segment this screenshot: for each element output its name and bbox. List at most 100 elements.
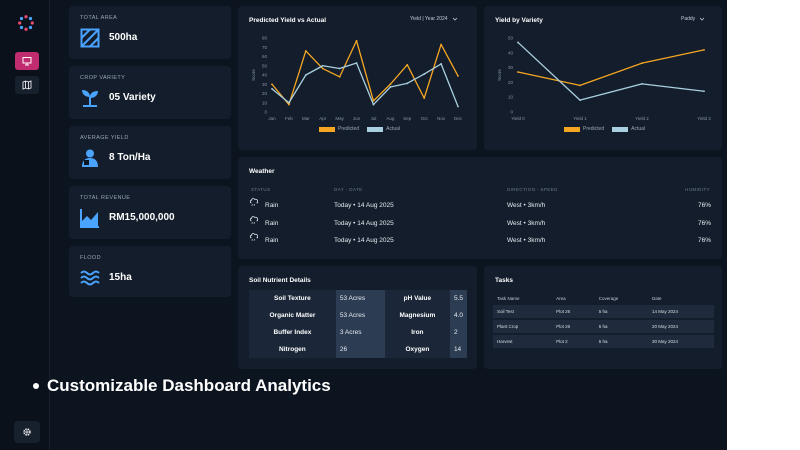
soil-row: Nitrogen 26 Oxygen 14 xyxy=(249,341,467,358)
nutrient-value: 26 xyxy=(335,341,385,358)
predicted-yield-card: Predicted Yield vs Actual Yield | Year 2… xyxy=(238,6,477,150)
y-tick-label: 10 xyxy=(262,100,268,105)
x-tick-label: Nov xyxy=(437,116,446,121)
chevron-down-icon xyxy=(699,17,705,21)
data-point xyxy=(321,64,324,67)
task-area: Plot 26 xyxy=(552,305,595,318)
map-icon xyxy=(22,80,32,90)
y-tick-label: 60 xyxy=(262,54,268,59)
weather-date: Today • 14 Aug 2025 xyxy=(334,237,394,244)
x-tick-label: Jun xyxy=(353,116,361,121)
tasks-table: Task Name Area Coverage Date Soil Test P… xyxy=(493,292,714,350)
y-tick-label: 10 xyxy=(508,95,514,100)
year-dropdown[interactable]: Yield | Year 2024 xyxy=(410,16,458,22)
legend-predicted: Predicted xyxy=(319,126,359,132)
y-tick-label: 20 xyxy=(262,91,268,96)
nutrient-label: Magnesium xyxy=(384,307,450,324)
series-line-actual xyxy=(517,41,705,101)
soil-row: Organic Matter 53 Acres Magnesium 4.0 xyxy=(249,307,467,324)
y-tick-label: 20 xyxy=(508,80,514,85)
soil-nutrient-card: Soil Nutrient Details Soil Texture 53 Ac… xyxy=(238,266,477,369)
tasks-header-row: Task Name Area Coverage Date xyxy=(493,294,714,303)
predicted-yield-chart: 0 10 20 30 40 50 60 70 80 Score Jan Feb Mar Apr May Jun… xyxy=(251,36,463,122)
task-date: 30 May 2024 xyxy=(648,335,714,348)
caption-bullet: Customizable Dashboard Analytics xyxy=(33,376,331,396)
data-point xyxy=(517,41,519,44)
bullet-dot xyxy=(33,383,39,389)
series-line-predicted xyxy=(517,49,705,87)
weather-status: Rain xyxy=(265,237,279,244)
data-point xyxy=(406,82,409,85)
nutrient-label: Soil Texture xyxy=(249,290,336,307)
gear-icon xyxy=(23,428,31,436)
x-tick-label: Oct xyxy=(421,116,429,121)
series-line-predicted xyxy=(271,40,459,106)
nav-map[interactable] xyxy=(15,76,39,94)
stat-label: CROP VARIETY xyxy=(80,75,126,81)
stat-card-total-revenue: TOTAL REVENUE RM15,000,000 xyxy=(69,186,231,239)
weather-status: Rain xyxy=(265,220,279,227)
data-point xyxy=(304,74,307,76)
x-tick-label: May xyxy=(335,116,344,121)
rain-cloud-icon xyxy=(249,216,259,224)
data-point xyxy=(271,87,273,90)
task-row[interactable]: Plant Crop Plot 26 5 ha 20 May 2024 xyxy=(493,320,714,333)
weather-date: Today • 14 Aug 2025 xyxy=(334,220,394,227)
data-point xyxy=(271,83,273,86)
legend-swatch xyxy=(612,126,629,132)
weather-direction: West • 3km/h xyxy=(507,202,546,209)
header-area: Area xyxy=(556,296,566,301)
header-status: STATUS xyxy=(251,187,271,192)
data-point xyxy=(372,100,375,102)
y-axis-label: Score xyxy=(497,69,502,81)
data-point xyxy=(338,67,341,70)
data-point xyxy=(321,67,324,70)
task-row[interactable]: Soil Test Plot 26 5 ha 14 May 2024 xyxy=(493,305,714,318)
legend-swatch xyxy=(367,126,384,132)
nutrient-value: 53 Acres xyxy=(335,290,385,307)
farmer-icon xyxy=(82,149,98,167)
y-tick-label: 30 xyxy=(262,82,268,87)
nutrient-label: Organic Matter xyxy=(249,307,336,324)
data-point xyxy=(517,71,519,73)
task-name: Plant Crop xyxy=(493,320,553,333)
caption-text: Customizable Dashboard Analytics xyxy=(47,376,331,395)
nutrient-value: 53 Acres xyxy=(335,307,385,324)
stat-card-average-yield: AVERAGE YIELD 8 Ton/Ha xyxy=(69,126,231,179)
task-coverage: 5 ha xyxy=(594,305,649,318)
settings-button[interactable] xyxy=(14,421,40,443)
legend-predicted: Predicted xyxy=(564,126,604,132)
data-point xyxy=(423,73,426,75)
hatched-square-icon xyxy=(80,28,100,48)
data-point xyxy=(406,63,409,66)
header-coverage: Coverage xyxy=(598,296,619,301)
x-tick-label: Dec xyxy=(454,116,463,121)
weather-row: Rain Today • 14 Aug 2025 West • 3km/h 76… xyxy=(249,232,711,250)
legend-label: Actual xyxy=(631,126,646,132)
stat-value: 500ha xyxy=(109,32,138,43)
data-point xyxy=(457,105,459,108)
weather-card: Weather STATUS DAY - DATE DIRECTION - SP… xyxy=(238,157,722,259)
data-point xyxy=(288,101,290,104)
dropdown-label: Yield | Year 2024 xyxy=(410,16,448,22)
weather-title: Weather xyxy=(249,168,275,175)
data-point xyxy=(641,82,643,85)
variety-dropdown[interactable]: Paddy xyxy=(681,16,705,22)
sidebar xyxy=(0,0,50,450)
data-point xyxy=(641,62,643,65)
y-axis-label: Score xyxy=(251,69,256,81)
tasks-card: Tasks Task Name Area Coverage Date Soil … xyxy=(484,266,722,369)
legend-actual: Actual xyxy=(367,126,400,132)
dashboard-app: TOTAL AREA 500ha CROP VARIETY 05 Variety… xyxy=(0,0,727,450)
data-point xyxy=(338,75,341,78)
stat-card-total-area: TOTAL AREA 500ha xyxy=(69,6,231,59)
series-line-actual xyxy=(271,62,459,107)
chevron-down-icon xyxy=(452,17,457,21)
app-logo-icon xyxy=(18,15,34,31)
task-row[interactable]: Harvest Plot 2 5 ha 30 May 2024 xyxy=(493,335,714,348)
x-tick-label: Apr xyxy=(319,116,327,121)
stat-label: TOTAL REVENUE xyxy=(80,195,131,201)
task-coverage: 5 ha xyxy=(594,335,649,348)
nav-dashboard[interactable] xyxy=(15,52,39,70)
y-tick-label: 40 xyxy=(508,50,514,55)
